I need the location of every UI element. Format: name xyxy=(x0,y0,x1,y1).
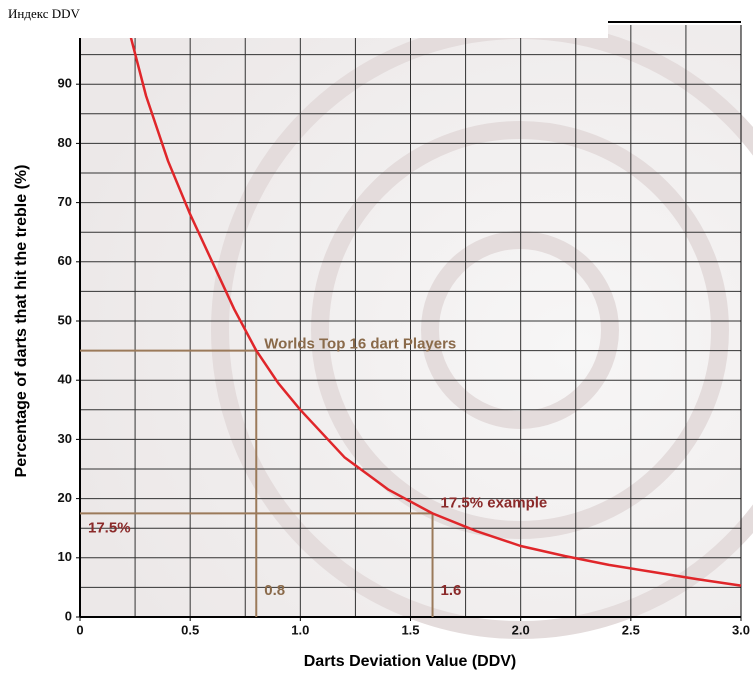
y-tick-label: 60 xyxy=(58,253,72,268)
y-tick-label: 80 xyxy=(58,135,72,150)
x-tick-label: 1.0 xyxy=(291,622,309,637)
x-tick-label: 1.5 xyxy=(401,622,419,637)
x-tick-label: 3.0 xyxy=(732,622,750,637)
header-mask xyxy=(0,0,608,38)
y-tick-label: 10 xyxy=(58,549,72,564)
y-tick-label: 30 xyxy=(58,431,72,446)
x-tick-label: 2.0 xyxy=(512,622,530,637)
y-tick-label: 40 xyxy=(58,372,72,387)
y-tick-label: 70 xyxy=(58,194,72,209)
reference-x-label: 1.6 xyxy=(441,582,462,599)
x-axis-title: Darts Deviation Value (DDV) xyxy=(304,653,517,670)
x-tick-label: 0 xyxy=(76,622,83,637)
annotation-label: 17.5% example xyxy=(441,494,548,511)
y-tick-label: 50 xyxy=(58,312,72,327)
y-axis-title: Percentage of darts that hit the treble … xyxy=(13,165,30,478)
x-tick-label: 2.5 xyxy=(622,622,640,637)
reference-x-label: 0.8 xyxy=(264,582,285,599)
y-tick-label: 90 xyxy=(58,76,72,91)
y-tick-label: 20 xyxy=(58,490,72,505)
y-tick-label: 0 xyxy=(65,608,72,623)
header-title: Индекс DDV xyxy=(8,6,81,21)
annotation-label: Worlds Top 16 dart Players xyxy=(264,336,456,353)
x-tick-label: 0.5 xyxy=(181,622,199,637)
reference-y-label: 17.5% xyxy=(88,519,131,536)
data-line xyxy=(129,36,742,587)
